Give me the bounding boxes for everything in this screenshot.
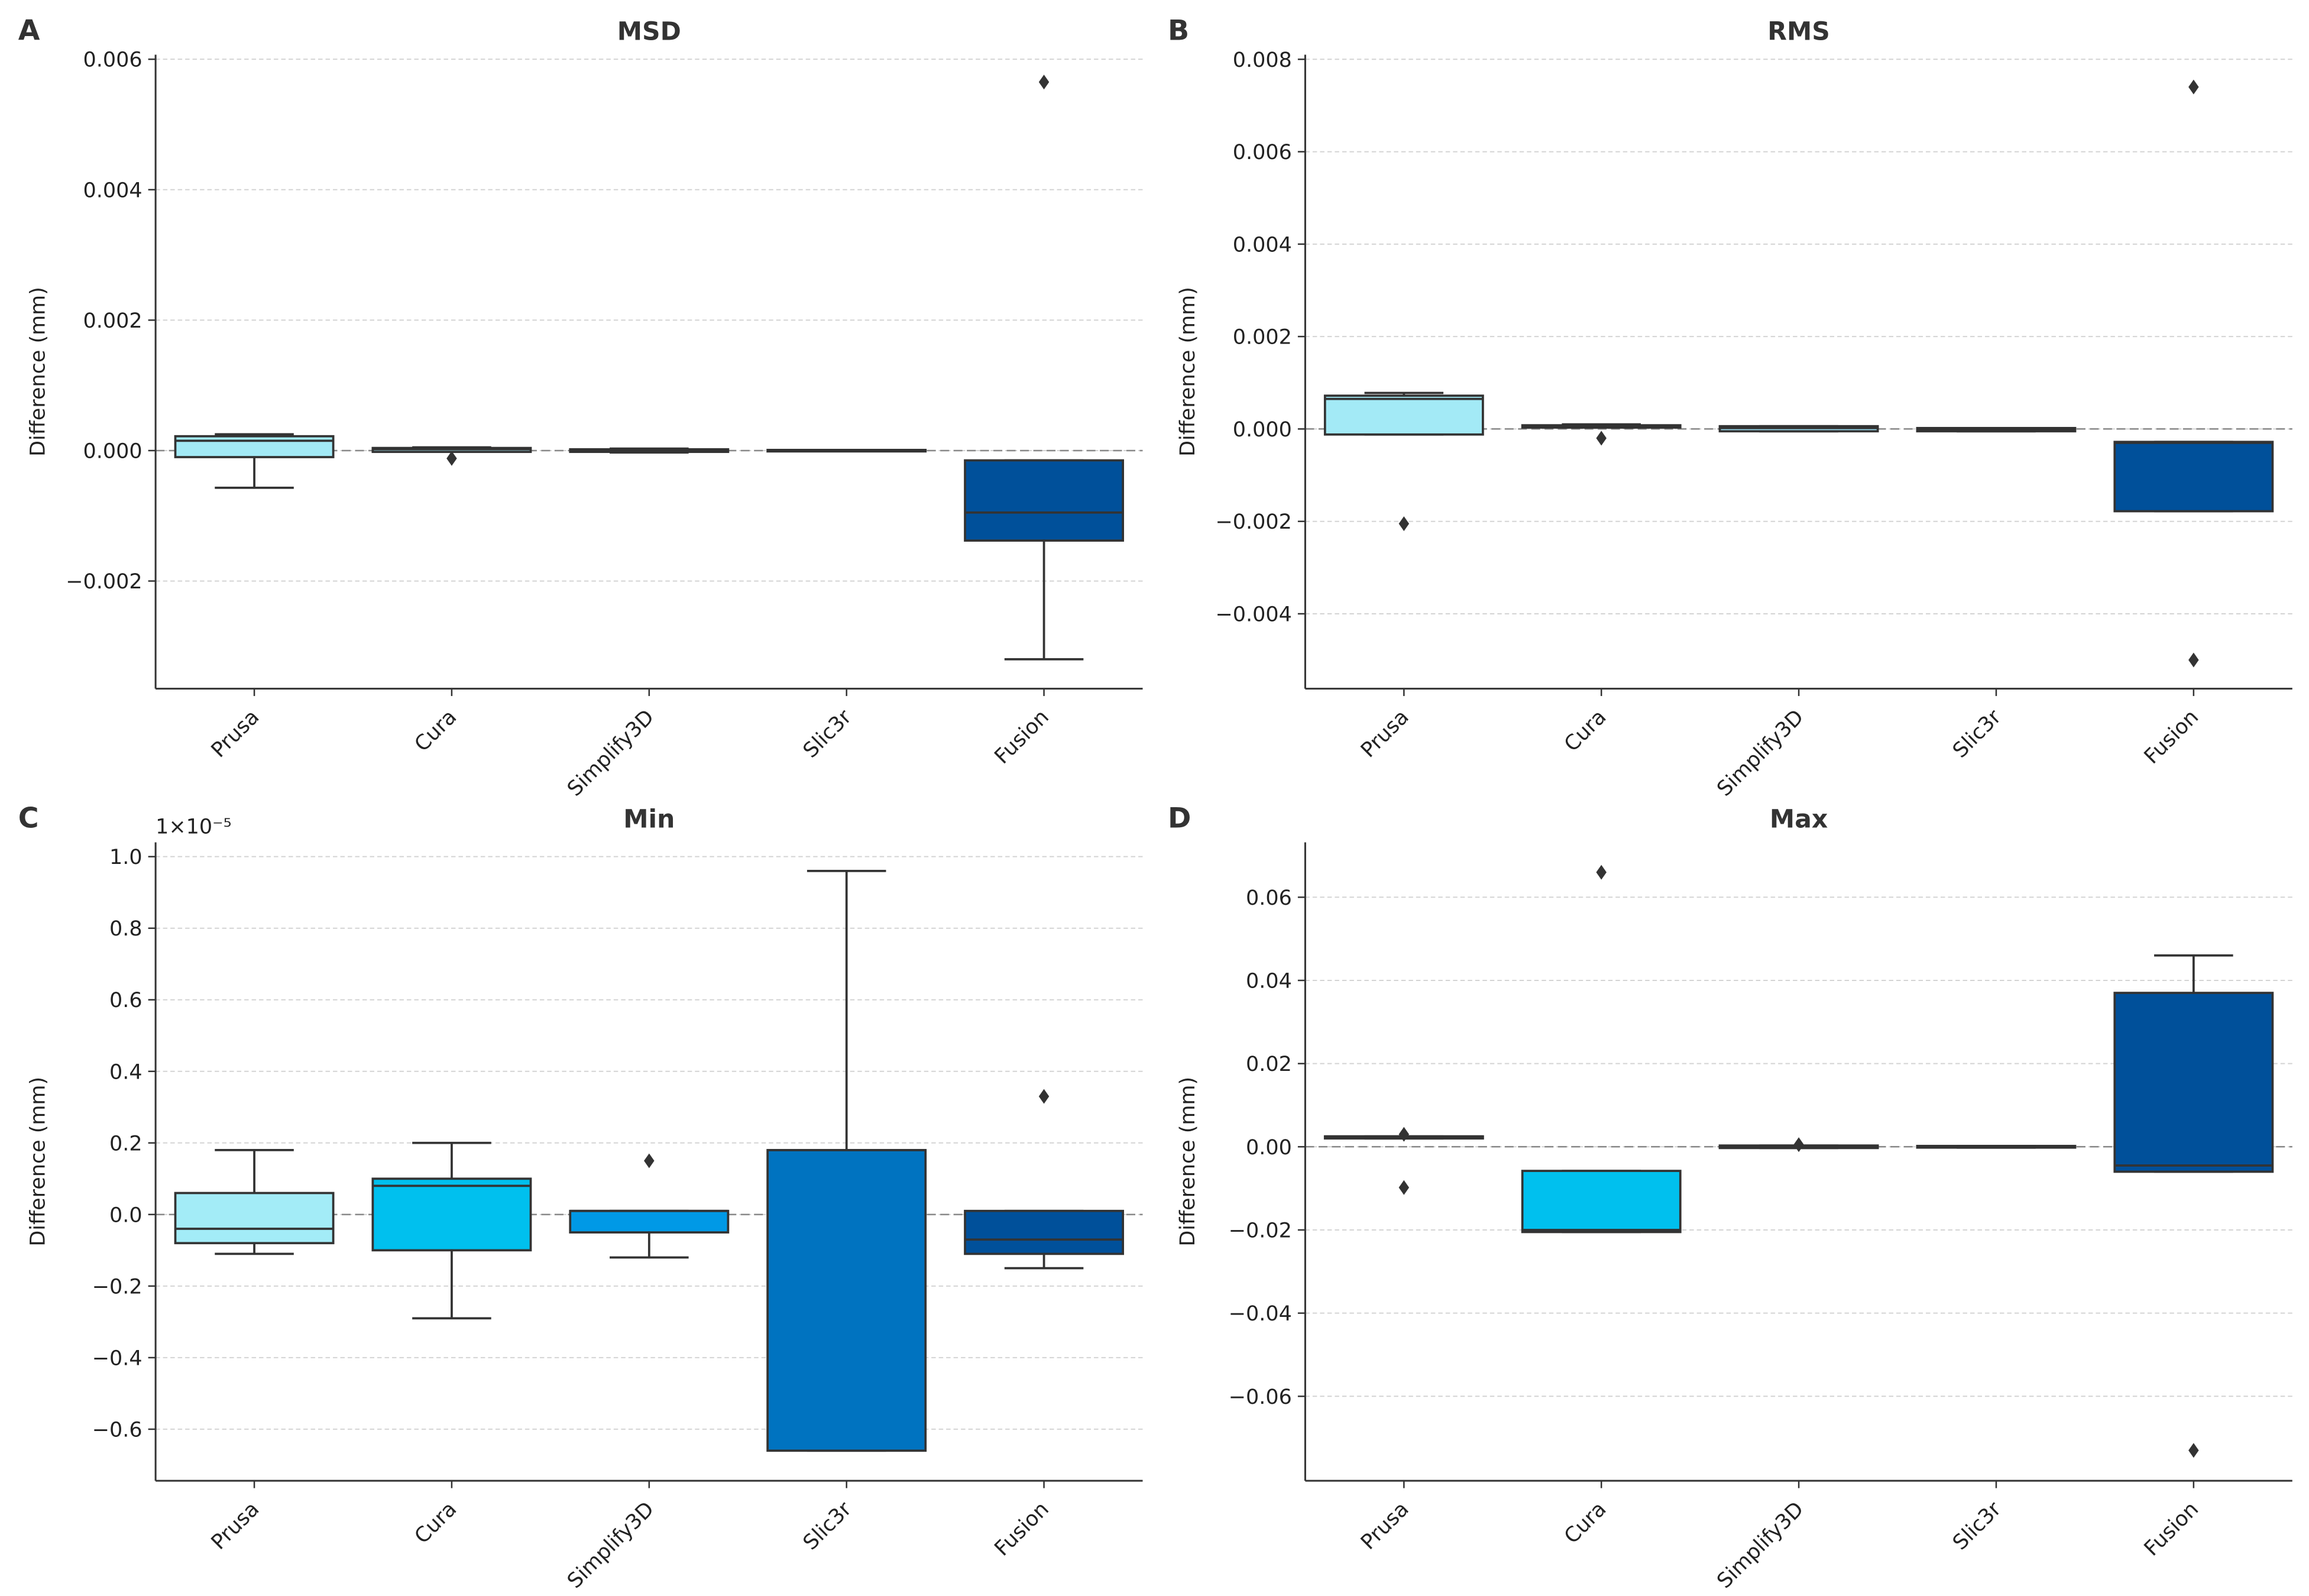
flier [1596, 430, 1607, 446]
y-tick-label: 0.06 [1246, 886, 1292, 910]
flier [1038, 1089, 1050, 1104]
panel-letter: B [1168, 14, 1189, 47]
panel: A MSD Difference (mm) −0.002 0.000 0.002 0.004… [18, 14, 1143, 801]
y-tick-label: −0.4 [92, 1346, 143, 1370]
x-tick-label: Simplify3D [563, 1497, 659, 1593]
y-tick-label: 0.2 [109, 1132, 143, 1155]
y-tick-label: 0.000 [83, 439, 143, 463]
panel-letter: C [18, 802, 39, 834]
flier [1793, 1137, 1804, 1153]
x-tick-label: Slic3r [799, 705, 857, 763]
panel-letter: A [18, 14, 40, 47]
y-tick-label: 0.02 [1246, 1053, 1292, 1076]
panel-letter: D [1168, 802, 1191, 834]
chart-title: MSD [617, 17, 681, 46]
y-tick-label: −0.004 [1215, 603, 1291, 626]
panel: C Min Difference (mm) 1×10⁻⁵ −0.6 −0.4 −0.2 0.0… [18, 802, 1143, 1593]
y-tick-label: 0.006 [1233, 141, 1292, 164]
box [569, 1209, 730, 1234]
x-tick-label: Simplify3D [1712, 1497, 1808, 1593]
y-tick-label: −0.04 [1229, 1302, 1292, 1326]
x-tick-label: Fusion [2140, 705, 2203, 769]
panel: D Max Difference (mm) −0.06 −0.04 −0.02 0.00 0.… [1168, 802, 2292, 1593]
flier [1398, 1180, 1410, 1195]
x-tick-label: Prusa [207, 705, 264, 763]
flier [446, 451, 457, 466]
x-tick-label: Slic3r [1948, 705, 2006, 763]
x-tick-label: Cura [1560, 1497, 1611, 1549]
box [1521, 1170, 1682, 1234]
y-axis-label: Difference (mm) [27, 1077, 50, 1247]
box [766, 1149, 927, 1452]
y-tick-label: 0.4 [109, 1060, 143, 1084]
y-tick-label: 0.00 [1246, 1136, 1292, 1160]
x-tick-label: Simplify3D [1712, 705, 1808, 801]
y-axis-label: Difference (mm) [27, 287, 50, 457]
chart-title: RMS [1767, 17, 1830, 46]
x-tick-label: Slic3r [799, 1497, 857, 1555]
y-tick-label: −0.06 [1229, 1385, 1292, 1409]
x-tick-label: Prusa [1356, 705, 1414, 763]
flier [2188, 79, 2199, 95]
x-tick-label: Cura [410, 705, 462, 757]
y-tick-label: 0.8 [109, 917, 143, 941]
y-tick-label: 0.008 [1233, 48, 1292, 72]
y-tick-label: −0.002 [1215, 510, 1291, 534]
y-tick-label: 0.004 [1233, 233, 1292, 257]
y-tick-label: 0.0 [109, 1203, 143, 1227]
x-tick-label: Fusion [990, 1497, 1054, 1561]
box [964, 459, 1124, 542]
y-tick-label: −0.002 [66, 570, 142, 594]
y-tick-label: 0.000 [1233, 418, 1292, 442]
flier [644, 1153, 655, 1168]
box [2113, 992, 2274, 1173]
box [371, 1177, 532, 1252]
box [964, 1209, 1124, 1255]
y-tick-label: 0.002 [1233, 326, 1292, 349]
y-axis-label: Difference (mm) [1176, 287, 1200, 457]
x-tick-label: Simplify3D [563, 705, 659, 801]
flier [1596, 865, 1607, 880]
y-axis-label: Difference (mm) [1176, 1077, 1200, 1247]
y-tick-label: 0.04 [1246, 969, 1292, 993]
y-tick-label: 0.002 [83, 309, 143, 333]
x-tick-label: Prusa [207, 1497, 264, 1555]
y-tick-label: 0.004 [83, 179, 143, 202]
box [1323, 394, 1484, 436]
x-tick-label: Cura [1560, 705, 1611, 757]
x-tick-label: Fusion [990, 705, 1054, 769]
x-tick-label: Fusion [2140, 1497, 2203, 1561]
y-tick-label: 1.0 [109, 846, 143, 869]
box [174, 435, 335, 458]
panel: B RMS Difference (mm) −0.004 −0.002 0.000 0.00… [1168, 14, 2292, 801]
flier [1038, 75, 1050, 90]
y-tick-label: −0.2 [92, 1275, 143, 1299]
y-tick-label: 0.6 [109, 989, 143, 1012]
box [2113, 441, 2274, 513]
y-tick-label: −0.02 [1229, 1219, 1292, 1242]
flier [2188, 1443, 2199, 1458]
chart-title: Min [623, 805, 675, 834]
y-tick-label: 0.006 [83, 48, 143, 72]
flier [1398, 516, 1410, 532]
x-tick-label: Prusa [1356, 1497, 1414, 1555]
offset-label: 1×10⁻⁵ [156, 815, 232, 839]
chart-title: Max [1770, 805, 1828, 834]
y-tick-label: −0.6 [92, 1418, 143, 1442]
x-tick-label: Cura [410, 1497, 462, 1549]
box [174, 1192, 335, 1245]
x-tick-label: Slic3r [1948, 1497, 2006, 1555]
flier [2188, 652, 2199, 668]
